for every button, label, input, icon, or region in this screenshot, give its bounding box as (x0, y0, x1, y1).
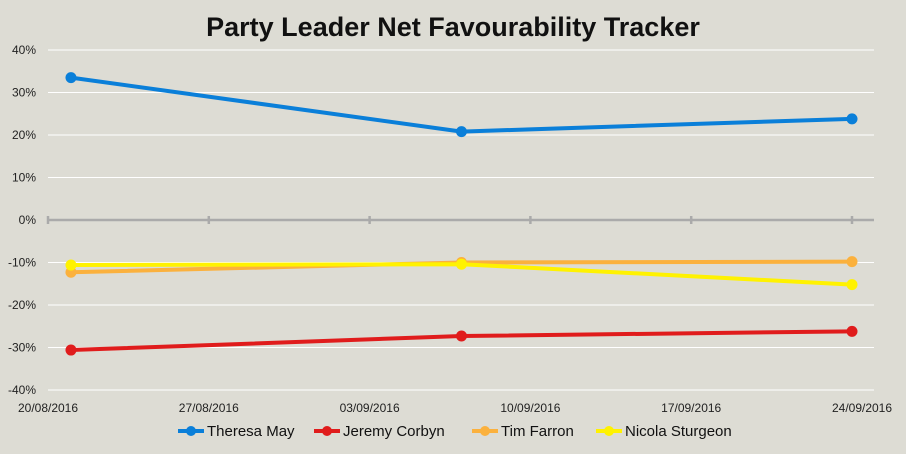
data-point (455, 258, 467, 270)
legend-item: Tim Farron (472, 423, 574, 440)
y-tick-label: -40% (8, 383, 36, 397)
y-tick-label: -20% (8, 298, 36, 312)
series-lines (65, 72, 858, 356)
y-tick-label: 0% (19, 213, 37, 227)
legend-swatch-marker (480, 426, 490, 436)
legend-swatch-marker (604, 426, 614, 436)
x-tick-label: 17/09/2016 (661, 401, 721, 415)
legend-item: Theresa May (178, 423, 295, 440)
chart-title: Party Leader Net Favourability Tracker (206, 12, 700, 42)
legend-label: Nicola Sturgeon (625, 423, 732, 440)
series-jeremy-corbyn (65, 325, 858, 356)
data-point (846, 279, 858, 291)
legend-label: Jeremy Corbyn (343, 423, 445, 440)
legend: Theresa May Jeremy Corbyn Tim Farron Nicola… (178, 423, 732, 440)
y-tick-label: 10% (12, 171, 36, 185)
legend-swatch-marker (186, 426, 196, 436)
x-tick-label: 10/09/2016 (500, 401, 560, 415)
x-tick-label: 03/09/2016 (340, 401, 400, 415)
legend-item: Jeremy Corbyn (314, 423, 445, 440)
y-tick-label: 20% (12, 128, 36, 142)
data-point (65, 72, 77, 84)
x-tick-label: 27/08/2016 (179, 401, 239, 415)
data-point (65, 259, 77, 271)
x-tick-label: 20/08/2016 (18, 401, 78, 415)
series-nicola-sturgeon (65, 258, 858, 291)
series-line (68, 75, 854, 134)
legend-swatch-marker (322, 426, 332, 436)
y-tick-label: 40% (12, 43, 36, 57)
y-axis-tick-labels: 40% 30% 20% 10% 0% -10% -20% -30% -40% (8, 43, 36, 397)
y-tick-label: 30% (12, 86, 36, 100)
series-theresa-may (65, 72, 858, 138)
data-point (455, 126, 467, 138)
data-point (65, 344, 77, 356)
y-tick-label: -10% (8, 256, 36, 270)
data-point (846, 325, 858, 337)
x-axis-tick-labels: 20/08/2016 27/08/2016 03/09/2016 10/09/2016… (18, 401, 892, 415)
legend-label: Tim Farron (501, 423, 574, 440)
x-tick-label: 24/09/2016 (832, 401, 892, 415)
data-point (455, 330, 467, 342)
legend-label: Theresa May (207, 423, 295, 440)
legend-item: Nicola Sturgeon (596, 423, 732, 440)
data-point (846, 113, 858, 125)
x-axis (46, 216, 874, 224)
data-point (846, 256, 858, 268)
y-tick-label: -30% (8, 341, 36, 355)
